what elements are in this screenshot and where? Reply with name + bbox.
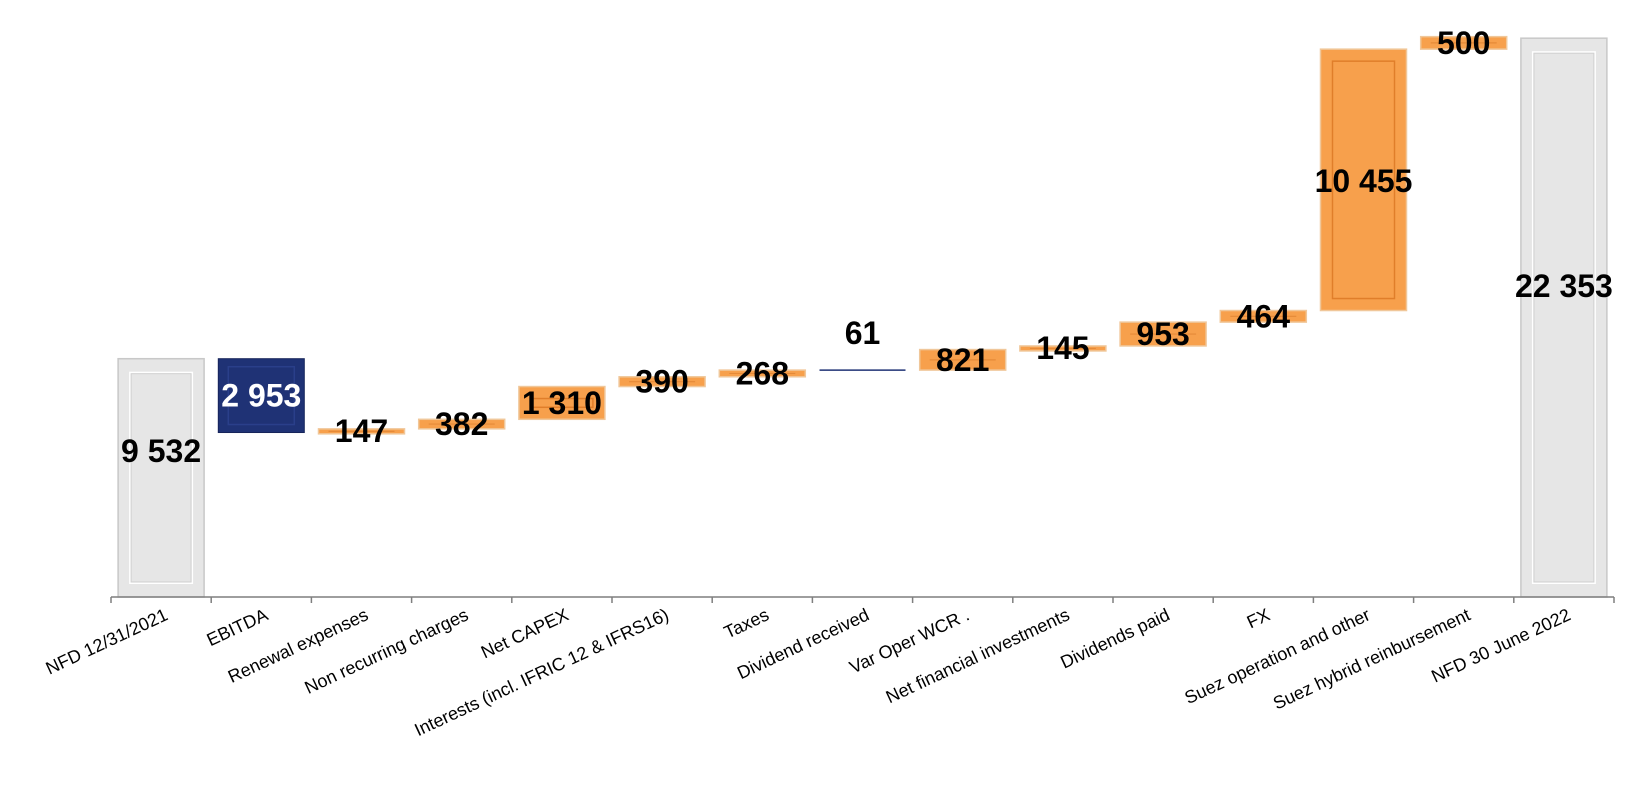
value-label-net-financial-investments: 145 xyxy=(1036,330,1089,366)
bar-net-financial-investments xyxy=(1019,345,1107,352)
value-label-suez-hybrid-reinbursement: 500 xyxy=(1437,25,1490,61)
bar-interests-incl-ifric-12-ifrs16 xyxy=(618,376,706,388)
value-label-non-recurring-charges: 382 xyxy=(435,406,488,442)
value-labels: 9 532 2 953 147 382 1 310 390 268 61 821 145 953 46… xyxy=(121,25,1613,469)
bar-suez-operation-and-other xyxy=(1319,48,1408,312)
value-label-dividends-paid: 953 xyxy=(1136,316,1189,352)
category-label-net-financial-investments: Net financial investments xyxy=(883,604,1073,707)
value-label-var-oper-wcr: 821 xyxy=(936,342,989,378)
value-label-ebitda: 2 953 xyxy=(221,378,301,414)
value-label-dividend-received: 61 xyxy=(845,315,881,351)
bar-fx xyxy=(1219,309,1308,323)
category-label-fx: FX xyxy=(1244,604,1273,632)
value-label-renewal-expenses: 147 xyxy=(335,413,388,449)
bar-renewal-expenses xyxy=(317,428,406,435)
category-label-ebitda: EBITDA xyxy=(204,604,271,650)
x-axis xyxy=(110,596,1615,603)
value-label-interests-incl-ifric-12-ifrs16: 390 xyxy=(635,364,688,400)
value-label-nfd-12-31-2021: 9 532 xyxy=(121,433,201,469)
bar-nfd-30-june-2022 xyxy=(1520,37,1608,598)
category-label-nfd-12-31-2021: NFD 12/31/2021 xyxy=(43,604,171,678)
value-label-nfd-30-june-2022: 22 353 xyxy=(1515,268,1613,304)
category-label-dividends-paid: Dividends paid xyxy=(1057,604,1172,672)
bar-dividends-paid xyxy=(1119,321,1207,347)
bar-suez-hybrid-reinbursement xyxy=(1419,35,1508,50)
category-label-taxes: Taxes xyxy=(721,604,772,642)
bar-net-capex xyxy=(518,385,606,421)
bar-var-oper-wcr xyxy=(918,348,1007,371)
value-label-net-capex: 1 310 xyxy=(522,385,602,421)
category-label-non-recurring-charges: Non recurring charges xyxy=(302,604,472,697)
value-label-suez-operation-and-other: 10 455 xyxy=(1315,163,1413,199)
bar-non-recurring-charges xyxy=(417,418,506,430)
bar-ebitda xyxy=(217,358,305,434)
bar-nfd-12-31-2021 xyxy=(117,357,205,598)
value-label-taxes: 268 xyxy=(736,355,789,391)
bars-layer xyxy=(117,35,1608,598)
bar-taxes xyxy=(718,369,807,378)
value-label-fx: 464 xyxy=(1237,298,1291,334)
